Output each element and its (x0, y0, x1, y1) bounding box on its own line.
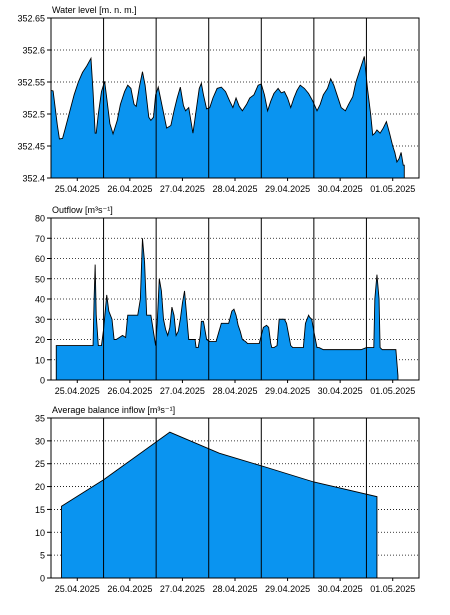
y-tick-label: 40 (35, 295, 45, 305)
y-tick-label: 35 (35, 414, 45, 424)
y-tick-label: 60 (35, 254, 45, 264)
chart-2: Outflow [m³s⁻¹] 0 10 20 30 40 50 60 70 80 25.04.20… (35, 205, 420, 396)
y-tick-label: 352.5 (22, 110, 45, 120)
x-tick-label: 26.04.2025 (107, 184, 152, 194)
y-tick-label: 0 (40, 376, 45, 386)
y-tick-label: 0 (40, 574, 45, 584)
y-tick-label: 10 (35, 355, 45, 365)
x-tick-label: 28.04.2025 (212, 184, 257, 194)
y-tick-label: 352.6 (22, 46, 45, 56)
x-tick-label: 27.04.2025 (160, 386, 205, 396)
y-tick-label: 352.55 (17, 78, 45, 88)
x-tick-label: 30.04.2025 (318, 584, 363, 594)
y-tick-label: 20 (35, 482, 45, 492)
x-tick-label: 01.05.2025 (370, 184, 415, 194)
x-tick-label: 29.04.2025 (265, 184, 310, 194)
area-series (61, 431, 378, 579)
x-tick-label: 25.04.2025 (55, 584, 100, 594)
x-tick-label: 30.04.2025 (318, 184, 363, 194)
chart-title: Average balance inflow [m³s⁻¹] (52, 405, 175, 415)
y-tick-label: 20 (35, 335, 45, 345)
y-tick-label: 352.65 (17, 14, 45, 24)
chart-title: Water level [m. n. m.] (52, 5, 137, 15)
y-tick-label: 80 (35, 214, 45, 224)
chart-1: Water level [m. n. m.] 352.4 352.45 352.5 35… (17, 5, 420, 194)
chart-title: Outflow [m³s⁻¹] (52, 205, 113, 215)
area-series (50, 56, 405, 179)
x-tick-label: 30.04.2025 (318, 386, 363, 396)
x-tick-label: 26.04.2025 (107, 584, 152, 594)
y-tick-label: 15 (35, 505, 45, 515)
x-tick-label: 29.04.2025 (265, 584, 310, 594)
y-tick-label: 30 (35, 315, 45, 325)
x-tick-label: 26.04.2025 (107, 386, 152, 396)
y-tick-label: 50 (35, 274, 45, 284)
x-tick-label: 28.04.2025 (212, 386, 257, 396)
x-tick-label: 28.04.2025 (212, 584, 257, 594)
y-tick-label: 5 (40, 551, 45, 561)
x-tick-label: 25.04.2025 (55, 184, 100, 194)
y-tick-label: 25 (35, 459, 45, 469)
x-tick-label: 01.05.2025 (370, 584, 415, 594)
x-tick-label: 29.04.2025 (265, 386, 310, 396)
x-tick-label: 25.04.2025 (55, 386, 100, 396)
y-tick-label: 352.45 (17, 142, 45, 152)
y-tick-label: 10 (35, 528, 45, 538)
x-tick-label: 01.05.2025 (370, 386, 415, 396)
y-tick-label: 352.4 (22, 174, 45, 184)
x-tick-label: 27.04.2025 (160, 184, 205, 194)
chart-3: Average balance inflow [m³s⁻¹] 0 5 10 15 20 25… (35, 405, 420, 594)
y-tick-label: 30 (35, 436, 45, 446)
x-tick-label: 27.04.2025 (160, 584, 205, 594)
area-series (55, 238, 399, 381)
y-tick-label: 70 (35, 234, 45, 244)
